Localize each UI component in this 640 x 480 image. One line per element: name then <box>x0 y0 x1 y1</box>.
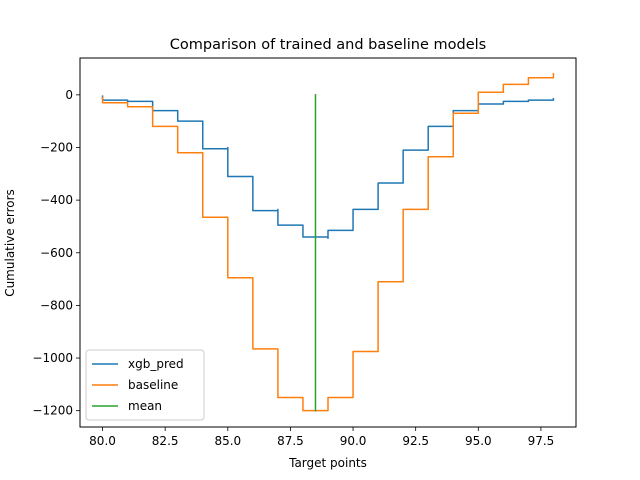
x-tick-label: 97.5 <box>528 434 555 448</box>
legend-label-mean: mean <box>128 399 162 413</box>
y-tick-label: −400 <box>40 193 73 207</box>
y-tick-label: −800 <box>40 298 73 312</box>
legend-label-xgb-pred: xgb_pred <box>128 357 184 371</box>
legend-box <box>85 349 205 421</box>
y-axis-label: Cumulative errors <box>3 189 17 297</box>
x-tick-label: 82.5 <box>152 434 179 448</box>
x-tick-label: 85.0 <box>214 434 241 448</box>
plot-frame <box>79 57 577 428</box>
y-tick-label: −600 <box>40 246 73 260</box>
series-line-baseline <box>101 73 555 412</box>
legend-label-baseline: baseline <box>128 378 178 392</box>
legend: xgb_pred baseline mean <box>85 349 205 421</box>
x-tick-label: 87.5 <box>277 434 304 448</box>
x-tick-label: 90.0 <box>340 434 367 448</box>
y-tick-label: 0 <box>65 88 73 102</box>
x-tick-label: 92.5 <box>402 434 429 448</box>
axes: 80.0 82.5 85.0 87.5 90.0 92.5 95.0 97.5 0 −200 −40… <box>32 88 554 448</box>
x-tick-label: 80.0 <box>89 434 116 448</box>
y-tick-label: −1200 <box>32 404 73 418</box>
x-tick-label: 95.0 <box>465 434 492 448</box>
y-tick-label: −1000 <box>32 351 73 365</box>
chart-title: Comparison of trained and baseline model… <box>170 37 486 53</box>
x-axis-label: Target points <box>288 456 367 470</box>
y-tick-label: −200 <box>40 140 73 154</box>
plot-area <box>101 73 555 412</box>
